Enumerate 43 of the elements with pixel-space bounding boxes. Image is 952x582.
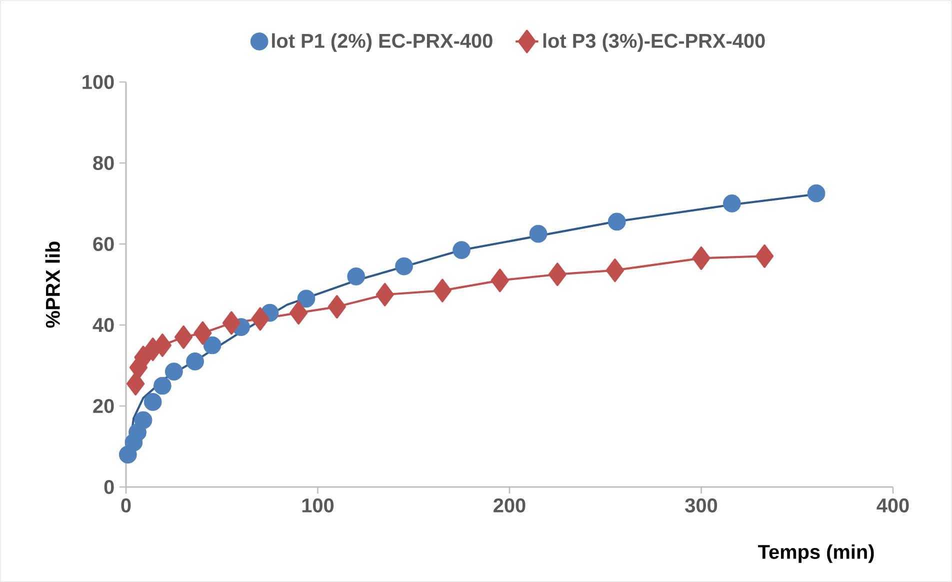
point <box>529 224 548 243</box>
point <box>134 411 152 430</box>
point <box>608 212 626 231</box>
point <box>290 301 308 325</box>
point <box>251 307 270 331</box>
y-tick-label: 100 <box>82 74 114 90</box>
point <box>194 321 212 345</box>
point <box>186 352 204 370</box>
x-tick-label: 0 <box>121 498 131 512</box>
point <box>144 393 162 411</box>
point <box>126 372 145 396</box>
legend-label: lot P1 (2%) EC-PRX-400 <box>272 33 492 52</box>
point <box>692 246 710 270</box>
y-tick-label: 40 <box>92 318 114 332</box>
x-tick-label: 400 <box>876 498 909 512</box>
y-tick-label: 80 <box>93 156 114 170</box>
point <box>328 295 346 319</box>
point <box>490 268 509 292</box>
point <box>606 258 624 282</box>
x-tick-label: 200 <box>494 498 526 512</box>
y-tick-label: 0 <box>104 480 114 494</box>
y-axis-title: %PRX lib <box>45 242 60 328</box>
point <box>548 262 567 286</box>
point <box>376 282 394 306</box>
point <box>297 290 316 308</box>
point <box>347 267 366 286</box>
point <box>165 362 183 381</box>
legend-label: lot P3 (3%)-EC-PRX-400 <box>543 33 765 52</box>
point <box>723 194 741 212</box>
x-axis-title: Temps (min) <box>758 544 874 563</box>
point <box>174 325 193 349</box>
point <box>203 336 222 354</box>
x-tick-label: 300 <box>685 498 718 512</box>
point <box>222 311 241 335</box>
point <box>755 244 774 268</box>
point <box>395 257 413 276</box>
y-tick-label: 20 <box>93 398 114 414</box>
x-tick-label: 100 <box>302 498 334 512</box>
point <box>154 376 172 395</box>
y-tick-label: 60 <box>93 236 114 252</box>
point <box>452 241 470 260</box>
point <box>433 278 452 302</box>
point <box>807 184 826 202</box>
